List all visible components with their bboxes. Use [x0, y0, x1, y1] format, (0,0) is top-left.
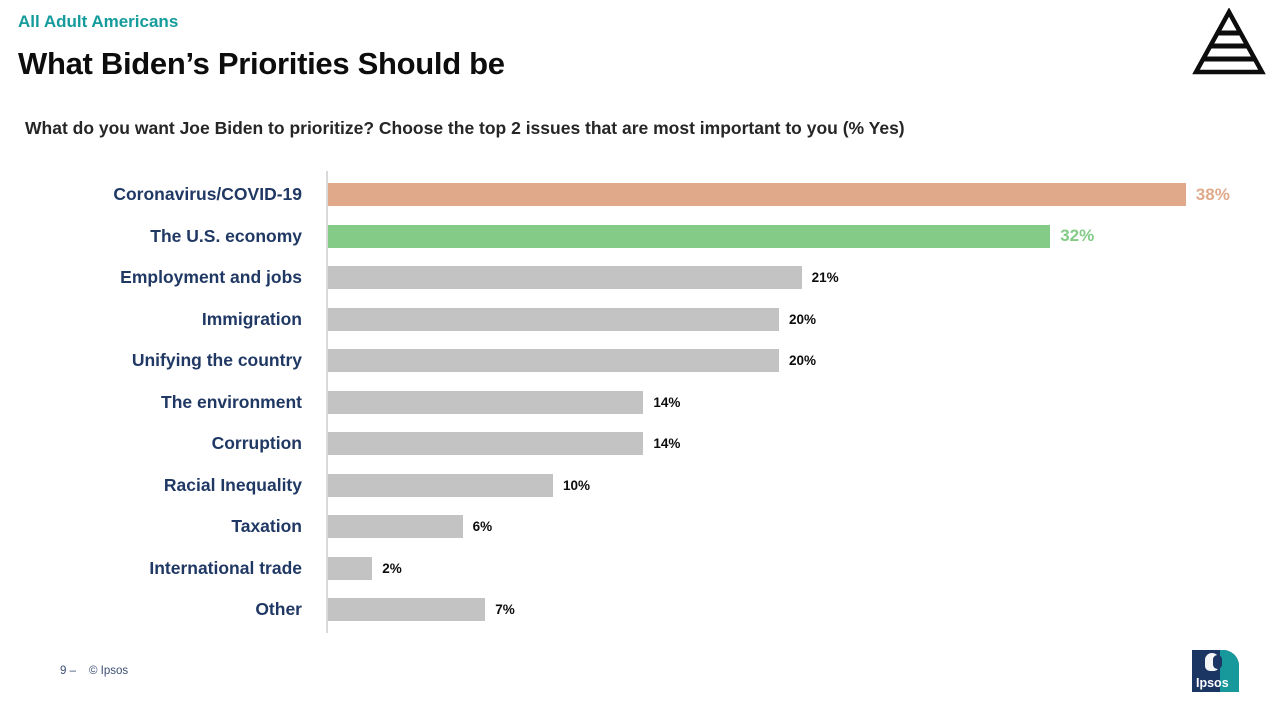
bar-area: 7%	[327, 598, 1231, 622]
value-label: 32%	[1060, 226, 1095, 246]
bar-area: 10%	[327, 473, 1231, 497]
audience-label: All Adult Americans	[18, 12, 179, 31]
value-label: 21%	[811, 270, 839, 286]
bar-area: 6%	[327, 515, 1231, 539]
value-label: 14%	[653, 394, 681, 410]
ipsos-logo: Ipsos	[1192, 650, 1239, 692]
bar-area: 21%	[327, 266, 1231, 290]
bar	[327, 224, 1051, 248]
bar	[327, 266, 802, 290]
category-label: International trade	[149, 557, 302, 578]
bar	[327, 349, 779, 373]
bar	[327, 473, 553, 497]
bar	[327, 183, 1186, 207]
y-axis-line	[326, 171, 328, 633]
bar-area: 20%	[327, 307, 1231, 331]
ipsos-logo-teal-panel	[1220, 650, 1239, 692]
bar	[327, 307, 779, 331]
category-label: Corruption	[211, 433, 302, 454]
chart-row: Immigration 20%	[24, 299, 1256, 341]
bar-area: 14%	[327, 432, 1231, 456]
footer: 9 – © Ipsos	[60, 665, 128, 677]
value-label: 7%	[495, 602, 515, 618]
pyramid-logo-icon	[1192, 7, 1266, 76]
bar	[327, 432, 644, 456]
chart-row: Racial Inequality 10%	[24, 465, 1256, 507]
category-label: Coronavirus/COVID-19	[113, 184, 302, 205]
category-label: Racial Inequality	[163, 474, 302, 495]
category-label: Other	[255, 599, 302, 620]
bar	[327, 390, 644, 414]
bar-area: 20%	[327, 349, 1231, 373]
category-label: The U.S. economy	[150, 225, 302, 246]
bar-area: 32%	[327, 224, 1231, 248]
chart-row: Unifying the country 20%	[24, 340, 1256, 382]
bar	[327, 556, 373, 580]
chart-row: Corruption 14%	[24, 423, 1256, 465]
chart-row: Other 7%	[24, 589, 1256, 631]
chart-row: The U.S. economy 32%	[24, 216, 1256, 258]
page-title: What Biden’s Priorities Should be	[18, 46, 505, 81]
bar-chart: Coronavirus/COVID-19 38% The U.S. economy 3…	[24, 171, 1256, 633]
bar-area: 14%	[327, 390, 1231, 414]
category-label: Unifying the country	[131, 350, 302, 371]
bar	[327, 515, 463, 539]
bar-area: 2%	[327, 556, 1231, 580]
category-label: Employment and jobs	[120, 267, 302, 288]
chart-row: International trade 2%	[24, 548, 1256, 590]
ipsos-logo-face2-icon	[1213, 655, 1222, 669]
value-label: 6%	[472, 519, 493, 535]
chart-row: Coronavirus/COVID-19 38%	[24, 174, 1256, 216]
bar	[327, 598, 486, 622]
value-label: 14%	[653, 436, 681, 452]
value-label: 38%	[1195, 184, 1230, 204]
chart-rows: Coronavirus/COVID-19 38% The U.S. economy 3…	[24, 174, 1256, 631]
bar-area: 38%	[327, 183, 1231, 207]
category-label: The environment	[161, 391, 302, 412]
value-label: 20%	[789, 311, 817, 327]
value-label: 2%	[382, 560, 402, 576]
ipsos-logo-text: Ipsos	[1196, 676, 1229, 690]
chart-row: Employment and jobs 21%	[24, 257, 1256, 299]
chart-row: Taxation 6%	[24, 506, 1256, 548]
value-label: 20%	[789, 353, 817, 369]
page-number: 9 –	[60, 665, 76, 677]
copyright-text: © Ipsos	[89, 665, 129, 677]
chart-row: The environment 14%	[24, 382, 1256, 424]
category-label: Taxation	[231, 516, 302, 537]
survey-question: What do you want Joe Biden to prioritize…	[25, 118, 905, 138]
category-label: Immigration	[201, 308, 302, 329]
value-label: 10%	[563, 477, 591, 493]
